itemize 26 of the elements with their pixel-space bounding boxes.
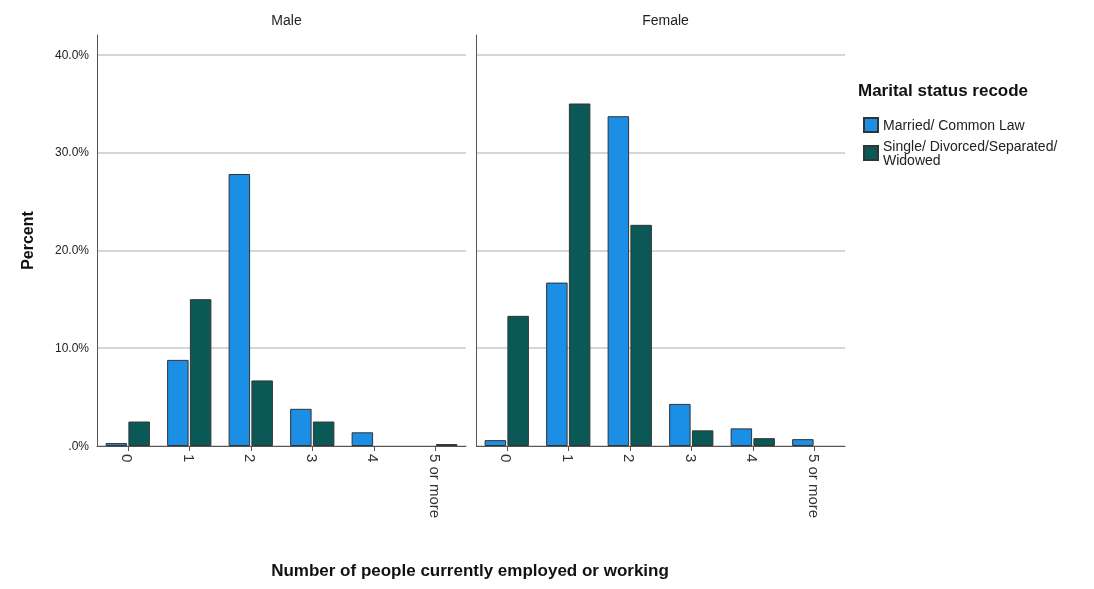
- x-tick-label: 2: [242, 454, 260, 463]
- x-tick-label: 5 or more: [426, 454, 444, 519]
- x-tick-label: 3: [303, 454, 321, 463]
- y-axis-title: Percent: [18, 210, 36, 270]
- x-tick-label: 2: [621, 454, 639, 463]
- bar: [351, 432, 374, 446]
- chart-title: Female: [642, 12, 690, 28]
- x-tick-label: 1: [559, 454, 577, 463]
- legend-label: Married/ Common Law: [883, 117, 1026, 133]
- y-tick-label: .0%: [68, 439, 90, 453]
- y-tick-label: 40.0%: [54, 47, 90, 62]
- x-tick-label: 5 or more: [805, 454, 823, 519]
- x-tick-label: 3: [682, 454, 700, 463]
- legend-label: Single/ Divorced/Separated/ Widowed: [883, 138, 1062, 168]
- bar: [792, 439, 814, 446]
- x-axis-title: Number of people currently employed or working: [270, 561, 670, 581]
- x-tick-label: 4: [365, 454, 383, 463]
- x-tick-label: 4: [744, 454, 762, 463]
- y-tick-label: 20.0%: [54, 243, 90, 258]
- chart-title: Male: [271, 12, 302, 28]
- x-tick-label: 0: [119, 454, 137, 463]
- x-tick-label: 1: [180, 454, 198, 463]
- legend-title: Marital status recode: [858, 81, 1029, 100]
- y-tick-label: 10.0%: [54, 341, 90, 356]
- x-tick-label: 0: [498, 454, 516, 463]
- y-tick-label: 30.0%: [54, 145, 90, 160]
